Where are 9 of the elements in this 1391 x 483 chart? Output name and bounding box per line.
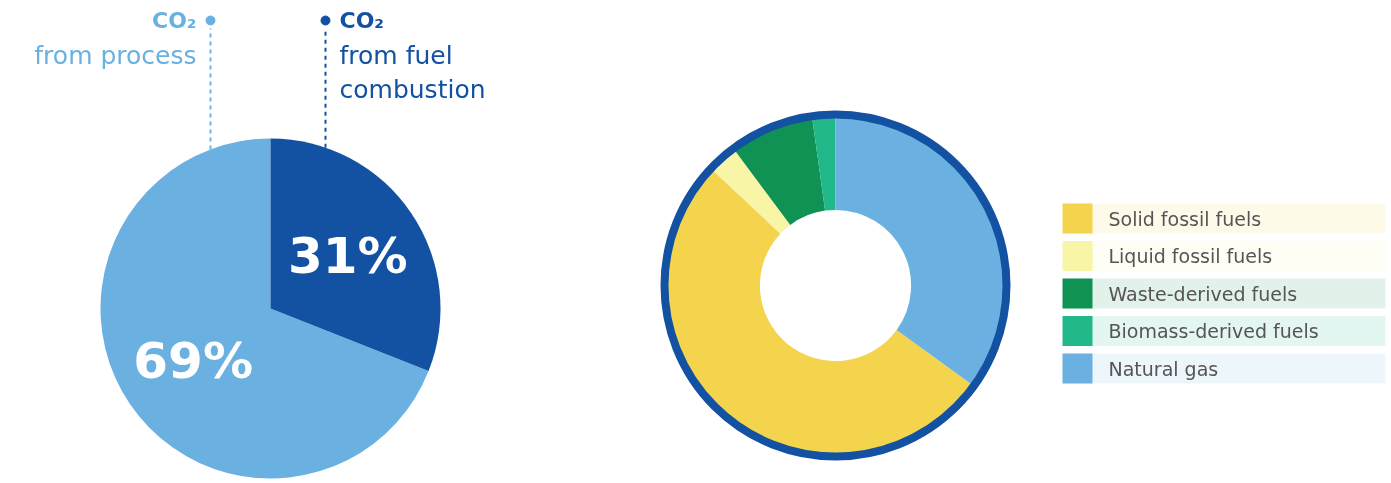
slice-label: CO₂ from process — [34, 8, 197, 70]
legend-label: Waste-derived fuels — [1108, 282, 1298, 305]
legend-label: CO₂ from fuel combustion — [339, 8, 486, 104]
data-label: 31% — [287, 226, 408, 285]
legend-label: Solid fossil fuels — [1108, 207, 1262, 230]
legend-label: Natural gas — [1108, 357, 1219, 380]
data-label: 69% — [133, 332, 254, 391]
legend-label: Liquid fossil fuels — [1108, 245, 1273, 267]
legend-label: Biomass-derived fuels — [1108, 320, 1319, 342]
